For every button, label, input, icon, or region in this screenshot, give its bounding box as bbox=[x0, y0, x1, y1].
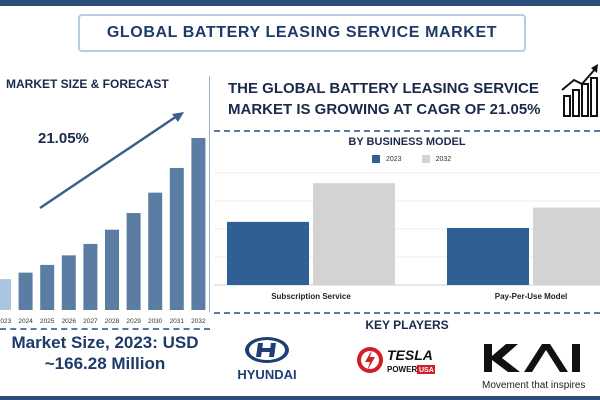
forecast-year-label: 2028 bbox=[105, 318, 120, 325]
right-divider-bottom bbox=[214, 312, 600, 314]
business-model-title: BY BUSINESS MODEL bbox=[348, 136, 466, 148]
legend-swatch-2032 bbox=[421, 155, 430, 163]
legend-label-2032: 2032 bbox=[435, 155, 452, 163]
cagr-annotation: 21.05% bbox=[38, 130, 89, 147]
business-model-bar bbox=[313, 183, 395, 285]
forecast-bar bbox=[126, 213, 141, 310]
key-players-title: KEY PLAYERS bbox=[365, 318, 449, 332]
footer-bar bbox=[0, 396, 600, 400]
business-model-chart: Subscription Service Pay-Per-Use Model bbox=[214, 172, 600, 301]
market-size-line1: Market Size, 2023: USD bbox=[11, 333, 199, 352]
svg-text:TESLA: TESLA bbox=[387, 347, 433, 363]
legend-label-2023: 2023 bbox=[386, 155, 402, 163]
forecast-year-label: 2026 bbox=[62, 318, 77, 325]
business-model-category-label: Pay-Per-Use Model bbox=[495, 292, 567, 301]
hyundai-wordmark: HYUNDAI bbox=[237, 367, 296, 382]
hyundai-logo: HYUNDAI bbox=[237, 337, 297, 382]
forecast-year-label: 2025 bbox=[40, 318, 55, 325]
growth-chart-icon bbox=[561, 64, 598, 117]
growth-arrow-head bbox=[172, 112, 184, 122]
forecast-year-label: 2027 bbox=[83, 318, 98, 325]
forecast-year-label: 2029 bbox=[126, 318, 141, 325]
forecast-year-label: 2023 bbox=[0, 318, 12, 325]
business-model-bar bbox=[447, 227, 529, 285]
forecast-bar bbox=[61, 255, 76, 310]
headline-line2: MARKET IS GROWING AT CAGR OF 21.05% bbox=[228, 101, 541, 118]
left-divider bbox=[0, 328, 210, 330]
forecast-year-label: 2030 bbox=[148, 318, 163, 325]
forecast-year-label: 2032 bbox=[191, 318, 206, 325]
header-top-bar bbox=[0, 0, 600, 6]
kia-logo: Movement that inspires bbox=[482, 344, 585, 391]
headline-line1: THE GLOBAL BATTERY LEASING SERVICE bbox=[228, 80, 539, 97]
forecast-bar bbox=[0, 279, 11, 310]
growth-arrow-line bbox=[39, 112, 181, 210]
business-model-bar bbox=[227, 221, 309, 285]
svg-text:USA: USA bbox=[419, 367, 434, 374]
page-title: GLOBAL BATTERY LEASING SERVICE MARKET bbox=[78, 14, 526, 52]
forecast-bar bbox=[191, 138, 206, 310]
svg-text:POWER: POWER bbox=[387, 365, 417, 374]
business-model-bar bbox=[533, 207, 600, 285]
forecast-bar bbox=[83, 243, 98, 310]
cagr-headline: THE GLOBAL BATTERY LEASING SERVICE MARKE… bbox=[228, 78, 558, 120]
kia-tagline: Movement that inspires bbox=[482, 380, 585, 391]
forecast-bar bbox=[40, 264, 55, 310]
forecast-year-label: 2024 bbox=[18, 318, 33, 325]
forecast-bar bbox=[105, 229, 119, 310]
chart-legend: 2023 2032 bbox=[372, 155, 451, 163]
business-model-category-label: Subscription Service bbox=[271, 292, 351, 301]
legend-swatch-2023 bbox=[372, 155, 380, 163]
market-forecast-chart: 2023 2024 2025 2026 2027 2028 2029 2030 2031 2032 bbox=[0, 112, 206, 325]
forecast-bar bbox=[148, 192, 163, 310]
forecast-bar bbox=[18, 272, 33, 310]
right-divider-top bbox=[214, 130, 600, 132]
forecast-bar bbox=[169, 167, 184, 310]
market-size-summary: Market Size, 2023: USD ~166.28 Million bbox=[0, 332, 210, 374]
vertical-divider bbox=[209, 76, 210, 312]
forecast-year-label: 2031 bbox=[170, 318, 185, 325]
tesla-logo: TESLA POWER USA bbox=[357, 347, 435, 374]
market-size-line2: ~166.28 Million bbox=[44, 354, 166, 373]
forecast-title: MARKET SIZE & FORECAST bbox=[6, 77, 169, 91]
